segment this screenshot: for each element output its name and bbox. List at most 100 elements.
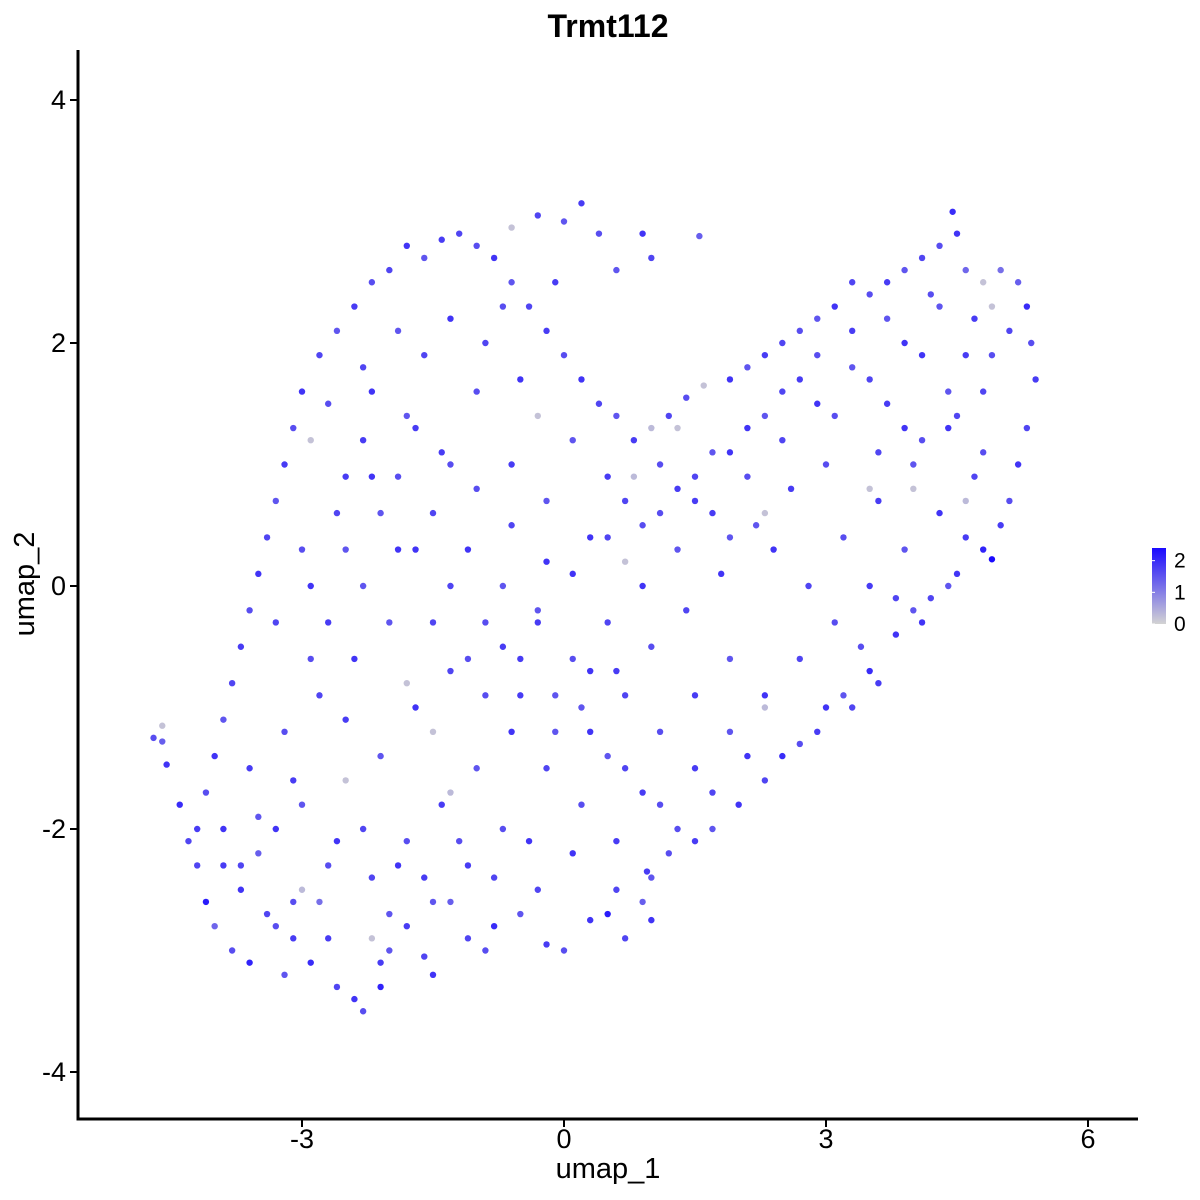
cell-point <box>499 582 507 590</box>
cell-point <box>700 382 707 389</box>
cell-point <box>814 400 821 407</box>
cell-point <box>569 437 576 444</box>
cell-point <box>595 230 603 237</box>
cell-point <box>936 242 943 249</box>
cell-point <box>517 910 524 918</box>
cell-point <box>814 351 821 359</box>
cell-point <box>761 704 769 711</box>
cell-point <box>377 959 384 966</box>
cell-point <box>386 910 393 918</box>
cell-point <box>456 230 463 237</box>
cell-point <box>307 655 314 663</box>
cell-point <box>691 765 699 772</box>
cell-point <box>569 850 576 857</box>
cell-point <box>447 789 454 796</box>
cell-point <box>211 752 218 760</box>
cell-point <box>342 716 349 723</box>
cell-point <box>1028 339 1035 347</box>
cell-point <box>595 400 603 407</box>
cell-point <box>447 582 454 590</box>
cell-point <box>368 874 376 881</box>
cell-point <box>980 449 987 456</box>
cell-point <box>709 825 716 833</box>
cell-point <box>761 412 769 420</box>
cell-point <box>630 473 638 480</box>
cell-point <box>901 339 908 347</box>
cell-point <box>499 825 507 833</box>
cell-point <box>648 254 655 262</box>
color-legend: 0 1 2 <box>1152 548 1186 636</box>
cell-point <box>971 473 978 480</box>
cell-point <box>988 303 996 310</box>
cell-point <box>255 850 262 857</box>
cell-point <box>403 242 410 249</box>
cell-point <box>560 218 568 225</box>
cell-point <box>359 582 367 590</box>
cell-point <box>246 959 253 966</box>
cell-point <box>438 801 445 808</box>
cell-point <box>508 461 515 468</box>
cell-point <box>578 704 585 711</box>
cell-point <box>464 655 472 663</box>
cell-point <box>1006 497 1013 505</box>
cell-point <box>394 327 402 335</box>
cell-point <box>744 752 751 760</box>
legend-tick-label: 2 <box>1174 550 1186 573</box>
cell-point <box>927 291 934 298</box>
cell-point <box>438 449 445 456</box>
cell-point <box>883 279 891 286</box>
cell-point <box>849 704 856 711</box>
cell-point <box>910 485 917 492</box>
cell-point <box>604 534 611 541</box>
cell-point <box>578 376 585 383</box>
cell-point <box>735 801 742 808</box>
cell-point <box>560 947 568 954</box>
cell-point <box>534 886 541 893</box>
cell-point <box>569 570 576 578</box>
cell-point <box>307 437 314 444</box>
cell-point <box>849 327 856 335</box>
cell-point <box>648 874 655 881</box>
cell-point <box>359 437 367 444</box>
cell-point <box>613 886 620 893</box>
cell-point <box>953 230 961 237</box>
cell-point <box>447 667 454 675</box>
cell-point <box>517 655 524 663</box>
cell-point <box>875 680 882 687</box>
cell-point <box>298 546 306 553</box>
cell-point <box>176 801 183 808</box>
cell-point <box>656 801 664 808</box>
cell-point <box>377 752 384 760</box>
cell-point <box>988 351 996 359</box>
cell-point <box>962 534 969 541</box>
cell-point <box>578 200 585 207</box>
cell-point <box>656 461 664 468</box>
cell-point <box>980 388 987 395</box>
cell-point <box>621 765 629 772</box>
cell-point <box>552 728 559 735</box>
cell-point <box>429 619 437 626</box>
cell-point <box>403 923 410 930</box>
cell-point <box>534 619 541 626</box>
cell-point <box>386 619 393 626</box>
cell-point <box>473 485 480 492</box>
x-ticks: -3 0 3 6 <box>290 1119 1096 1154</box>
cell-point <box>892 631 900 638</box>
cell-point <box>325 619 332 626</box>
cell-point <box>429 898 437 906</box>
cell-point <box>237 886 245 893</box>
cell-point <box>665 850 672 857</box>
cell-point <box>962 351 969 359</box>
cell-point <box>910 607 917 614</box>
cell-point <box>298 801 306 808</box>
cell-point <box>726 534 734 541</box>
cell-point <box>290 424 297 432</box>
cell-point <box>621 558 629 565</box>
cell-point <box>814 315 821 322</box>
cell-point <box>272 923 279 930</box>
cell-point <box>796 655 803 663</box>
cell-point <box>508 279 515 286</box>
cell-point <box>709 449 716 456</box>
cell-point <box>359 364 367 371</box>
